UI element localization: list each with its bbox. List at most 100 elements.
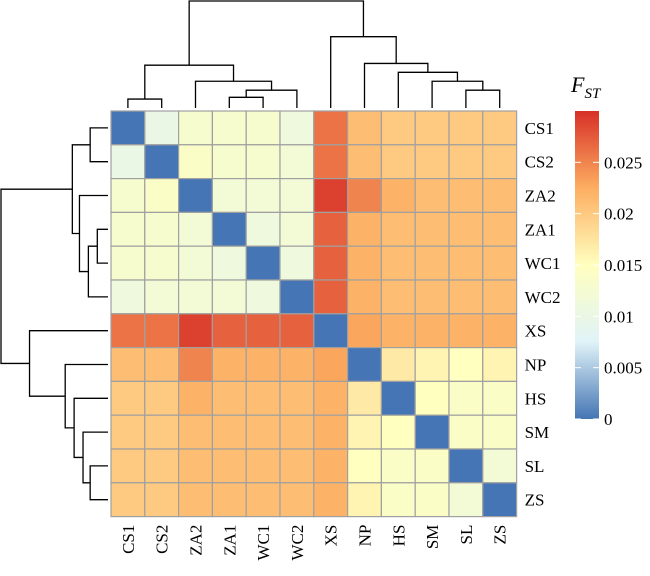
heatmap-cell-za1-cs1: [110, 211, 146, 247]
column-dendrogram: [127, 0, 501, 108]
legend-tick-label: 0.025: [604, 153, 642, 172]
column-label-wc1: WC1: [254, 525, 273, 561]
heatmap-cell-np-sm: [414, 347, 450, 383]
heatmap-cell-zs-za1: [211, 482, 247, 518]
heatmap-cell-sl-cs1: [110, 448, 146, 484]
heatmap-cell-cs1-sm: [414, 110, 450, 146]
col-dendrogram-branch-4: [144, 64, 235, 100]
row-label-cs1: CS1: [525, 119, 554, 138]
heatmap-cell-zs-cs2: [144, 482, 180, 518]
legend-tick-label: 0.005: [604, 359, 642, 378]
heatmap-cell-np-hs: [380, 347, 416, 383]
col-dendrogram-branch-8: [363, 62, 429, 108]
col-dendrogram-branch-7: [397, 71, 459, 108]
heatmap-cell-zs-hs: [380, 482, 416, 518]
legend-tick-label: 0.015: [604, 256, 642, 275]
heatmap-cell-za2-np: [347, 178, 383, 214]
heatmap-cell-za2-cs1: [110, 178, 146, 214]
heatmap-cell-zs-cs1: [110, 482, 146, 518]
heatmap-cell-wc1-hs: [380, 245, 416, 281]
heatmap-cell-hs-np: [347, 380, 383, 416]
heatmap-cell-xs-hs: [380, 313, 416, 349]
heatmap-cell-cs2-wc1: [245, 144, 281, 180]
heatmap-cell-sl-xs: [313, 448, 349, 484]
heatmap-cell-np-wc2: [279, 347, 315, 383]
row-dendrogram-branch-1: [96, 228, 108, 264]
heatmap-cell-hs-sm: [414, 380, 450, 416]
heatmap-cell-sl-wc2: [279, 448, 315, 484]
heatmap-cell-cs1-zs: [482, 110, 518, 146]
column-label-za2: ZA2: [187, 525, 206, 556]
row-dendrogram-branch-7: [73, 397, 108, 459]
heatmap-cell-zs-wc1: [245, 482, 281, 518]
heatmap-cell-cs2-hs: [380, 144, 416, 180]
heatmap-cell-cs1-za1: [211, 110, 247, 146]
heatmap-cell-sl-sm: [414, 448, 450, 484]
heatmap-cell-xs-cs1: [110, 313, 146, 349]
heatmap-cell-sm-hs: [380, 414, 416, 450]
heatmap-cell-xs-wc2: [279, 313, 315, 349]
heatmap-cell-wc1-za2: [178, 245, 214, 281]
heatmap-cell-wc1-za1: [211, 245, 247, 281]
heatmap-cell-cs2-xs: [313, 144, 349, 180]
heatmap-cell-za1-wc2: [279, 211, 315, 247]
heatmap-cell-zs-zs: [482, 482, 518, 518]
heatmap-cell-sl-za1: [211, 448, 247, 484]
heatmap-cell-cs1-hs: [380, 110, 416, 146]
heatmap-cell-wc1-sl: [448, 245, 484, 281]
heatmap-cell-sl-hs: [380, 448, 416, 484]
heatmap-cell-sl-wc1: [245, 448, 281, 484]
col-dendrogram-branch-6: [431, 80, 484, 108]
heatmap-cell-xs-np: [347, 313, 383, 349]
legend-tick-label: 0.01: [604, 307, 634, 326]
heatmap-cell-cs2-sl: [448, 144, 484, 180]
heatmap-cell-wc1-cs2: [144, 245, 180, 281]
column-label-za1: ZA1: [220, 525, 239, 556]
heatmap-cell-zs-sl: [448, 482, 484, 518]
heatmap-cell-cs1-za2: [178, 110, 214, 146]
column-label-cs1: CS1: [119, 525, 138, 554]
heatmap-cell-cs1-sl: [448, 110, 484, 146]
heatmap-cell-sm-zs: [482, 414, 518, 450]
heatmap-cell-zs-sm: [414, 482, 450, 518]
heatmap-cell-xs-cs2: [144, 313, 180, 349]
column-label-np: NP: [356, 525, 375, 547]
heatmap-cell-za2-cs2: [144, 178, 180, 214]
row-label-hs: HS: [525, 389, 547, 408]
heatmap-cell-cs1-cs2: [144, 110, 180, 146]
row-dendrogram: [0, 127, 108, 501]
heatmap-cell-za2-wc2: [279, 178, 315, 214]
heatmap-cell-cs1-xs: [313, 110, 349, 146]
col-dendrogram-branch-1: [228, 96, 264, 108]
heatmap-cell-zs-np: [347, 482, 383, 518]
row-label-np: NP: [525, 356, 547, 375]
heatmap-cell-hs-wc2: [279, 380, 315, 416]
row-dendrogram-branch-4: [71, 144, 91, 235]
heatmap-cell-hs-zs: [482, 380, 518, 416]
row-label-za1: ZA1: [525, 220, 556, 239]
heatmap-cell-za1-zs: [482, 211, 518, 247]
heatmap-cell-sm-za2: [178, 414, 214, 450]
heatmap-cell-cs2-wc2: [279, 144, 315, 180]
heatmap-cell-hs-za1: [211, 380, 247, 416]
heatmap-cell-wc1-np: [347, 245, 383, 281]
heatmap-cell-xs-sl: [448, 313, 484, 349]
heatmap-cell-sl-cs2: [144, 448, 180, 484]
heatmap-cell-za1-wc1: [245, 211, 281, 247]
heatmap-cell-za1-sl: [448, 211, 484, 247]
heatmap-cell-wc1-cs1: [110, 245, 146, 281]
heatmap-cell-cs2-za1: [211, 144, 247, 180]
legend-tick-label: 0.02: [604, 205, 634, 224]
heatmap-cell-za2-sm: [414, 178, 450, 214]
heatmap-cell-za2-xs: [313, 178, 349, 214]
heatmap-cell-wc1-wc1: [245, 245, 281, 281]
column-label-wc2: WC2: [288, 525, 307, 561]
heatmap-cell-xs-za1: [211, 313, 247, 349]
col-dendrogram-branch-5: [465, 89, 501, 108]
row-dendrogram-branch-0: [89, 127, 108, 163]
heatmap-cell-wc2-wc2: [279, 279, 315, 315]
row-label-sm: SM: [525, 423, 550, 442]
heatmap-cell-hs-cs1: [110, 380, 146, 416]
heatmap-cell-cs2-sm: [414, 144, 450, 180]
heatmap-cell-cs1-wc2: [279, 110, 315, 146]
